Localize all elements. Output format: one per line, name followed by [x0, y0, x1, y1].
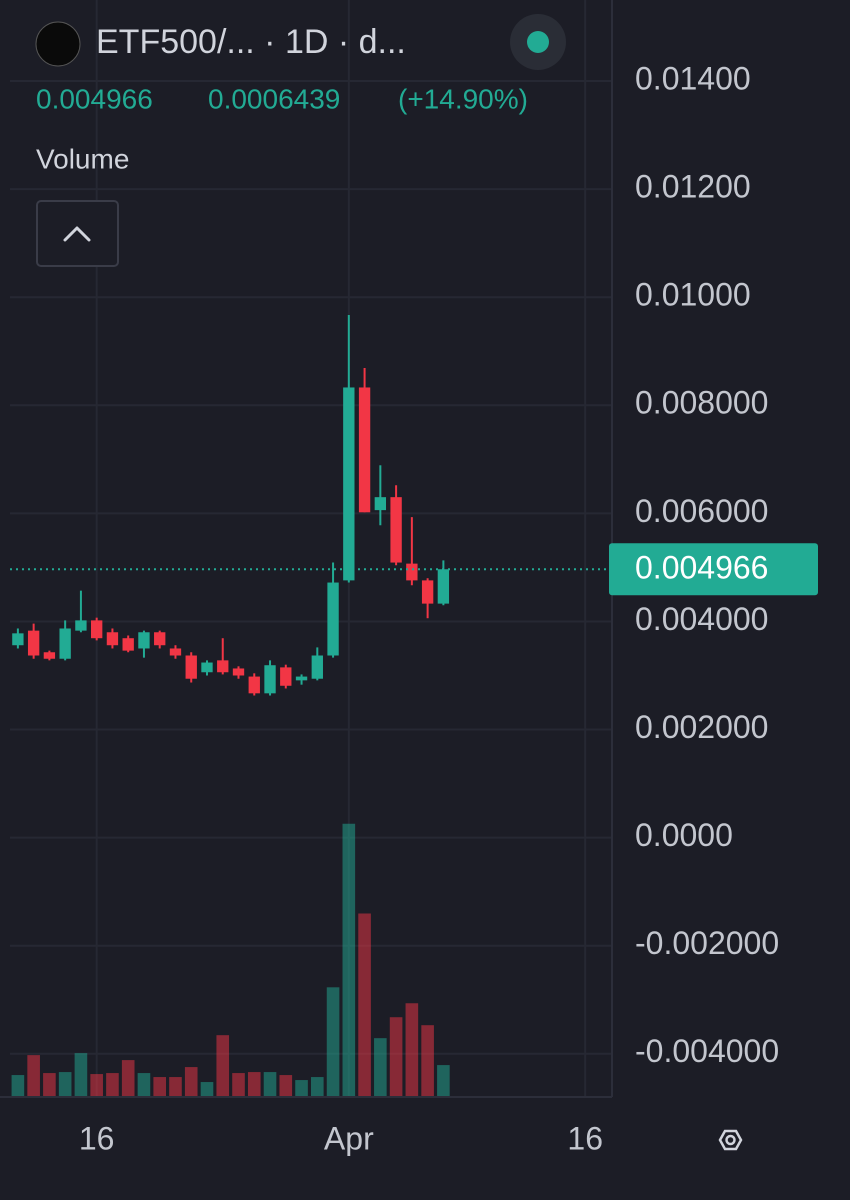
volume-bar — [43, 1073, 56, 1097]
volume-bar — [153, 1077, 167, 1097]
y-tick-label: -0.004000 — [635, 1033, 779, 1069]
settings-icon-center — [725, 1134, 736, 1146]
legend-change-pct: (+14.90%) — [398, 83, 528, 114]
volume-bar — [232, 1073, 245, 1097]
x-tick-label: Apr — [324, 1120, 374, 1156]
candle-body — [59, 628, 71, 659]
y-tick-label: 0.01200 — [635, 169, 751, 205]
volume-bar — [405, 1003, 419, 1097]
legend-close: 0.004966 — [36, 83, 153, 114]
volume-bar — [74, 1053, 88, 1097]
legend-change: 0.0006439 — [208, 83, 340, 114]
y-tick-label: 0.008000 — [635, 385, 768, 421]
axes: 0.01400 0.01200 0.01000 0.008000 0.006000 0.0… — [79, 61, 818, 1156]
candle-body — [154, 632, 166, 646]
volume-bar — [137, 1073, 151, 1097]
candle-body — [295, 676, 308, 681]
volume-bar — [58, 1072, 72, 1097]
candle-body — [138, 632, 150, 649]
volume-bar — [11, 1075, 25, 1097]
x-tick-label: 16 — [567, 1120, 603, 1156]
candle-body — [327, 582, 339, 656]
volume-bar — [169, 1077, 182, 1097]
volume-bar — [295, 1080, 308, 1097]
candle-body — [106, 632, 119, 646]
grid — [10, 0, 612, 1097]
y-tick-label: 0.01400 — [635, 61, 751, 97]
candle-body — [421, 580, 434, 604]
symbol-title[interactable]: ETF500/... · 1D · d... — [96, 23, 406, 61]
volume-bar — [247, 1072, 261, 1097]
volume-bar — [358, 913, 371, 1097]
last-price-label: 0.004966 — [635, 550, 768, 586]
candle-body — [27, 630, 40, 656]
collapse-button[interactable] — [36, 200, 119, 267]
candle-body — [75, 620, 87, 631]
candle-body — [12, 633, 24, 646]
candle-body — [311, 655, 323, 679]
volume-bar — [90, 1074, 103, 1097]
y-tick-label: 0.01000 — [635, 277, 751, 313]
candle-body — [248, 676, 260, 694]
plot — [10, 315, 612, 1097]
candle-body — [343, 387, 355, 581]
volume-bar — [326, 987, 340, 1097]
candle-body — [232, 668, 245, 676]
candle-body — [264, 665, 276, 694]
volume-bar — [389, 1017, 403, 1097]
candle-body — [374, 497, 387, 511]
candle-body — [280, 667, 292, 686]
y-tick-label: 0.0000 — [635, 817, 733, 853]
y-tick-label: 0.002000 — [635, 709, 768, 745]
status-dot — [527, 31, 549, 53]
volume-bar — [279, 1075, 293, 1097]
candle-body — [406, 563, 418, 581]
volume-bar — [263, 1072, 277, 1097]
x-tick-label: 16 — [79, 1120, 115, 1156]
volume-bar — [121, 1060, 135, 1097]
candle-body — [91, 620, 103, 639]
volume-bar — [374, 1038, 387, 1097]
volume-bar — [184, 1067, 198, 1097]
y-tick-label: 0.006000 — [635, 493, 768, 529]
volume-bar — [200, 1082, 214, 1097]
candle-body — [201, 662, 213, 673]
volume-bar — [421, 1025, 434, 1097]
candle-body — [390, 497, 402, 563]
volume-bar — [106, 1073, 119, 1097]
candle-body — [358, 387, 371, 513]
chevron-up-icon — [63, 226, 91, 242]
last-price-tag — [609, 543, 818, 596]
volume-bar — [437, 1065, 450, 1097]
volume-bar — [27, 1055, 40, 1097]
volume-legend: Volume — [36, 143, 129, 174]
volume-bar — [311, 1077, 324, 1097]
candle-body — [437, 569, 450, 604]
candle-body — [217, 660, 229, 673]
y-tick-label: -0.002000 — [635, 925, 779, 961]
y-tick-label: 0.004000 — [635, 601, 768, 637]
volume-bar — [342, 823, 356, 1097]
symbol-logo[interactable] — [35, 21, 81, 67]
candle-body — [43, 652, 56, 659]
candle-body — [185, 655, 197, 679]
volume-bar — [216, 1035, 230, 1097]
settings-icon[interactable] — [718, 1129, 743, 1151]
candle-body — [122, 638, 134, 651]
candle-body — [169, 648, 182, 656]
